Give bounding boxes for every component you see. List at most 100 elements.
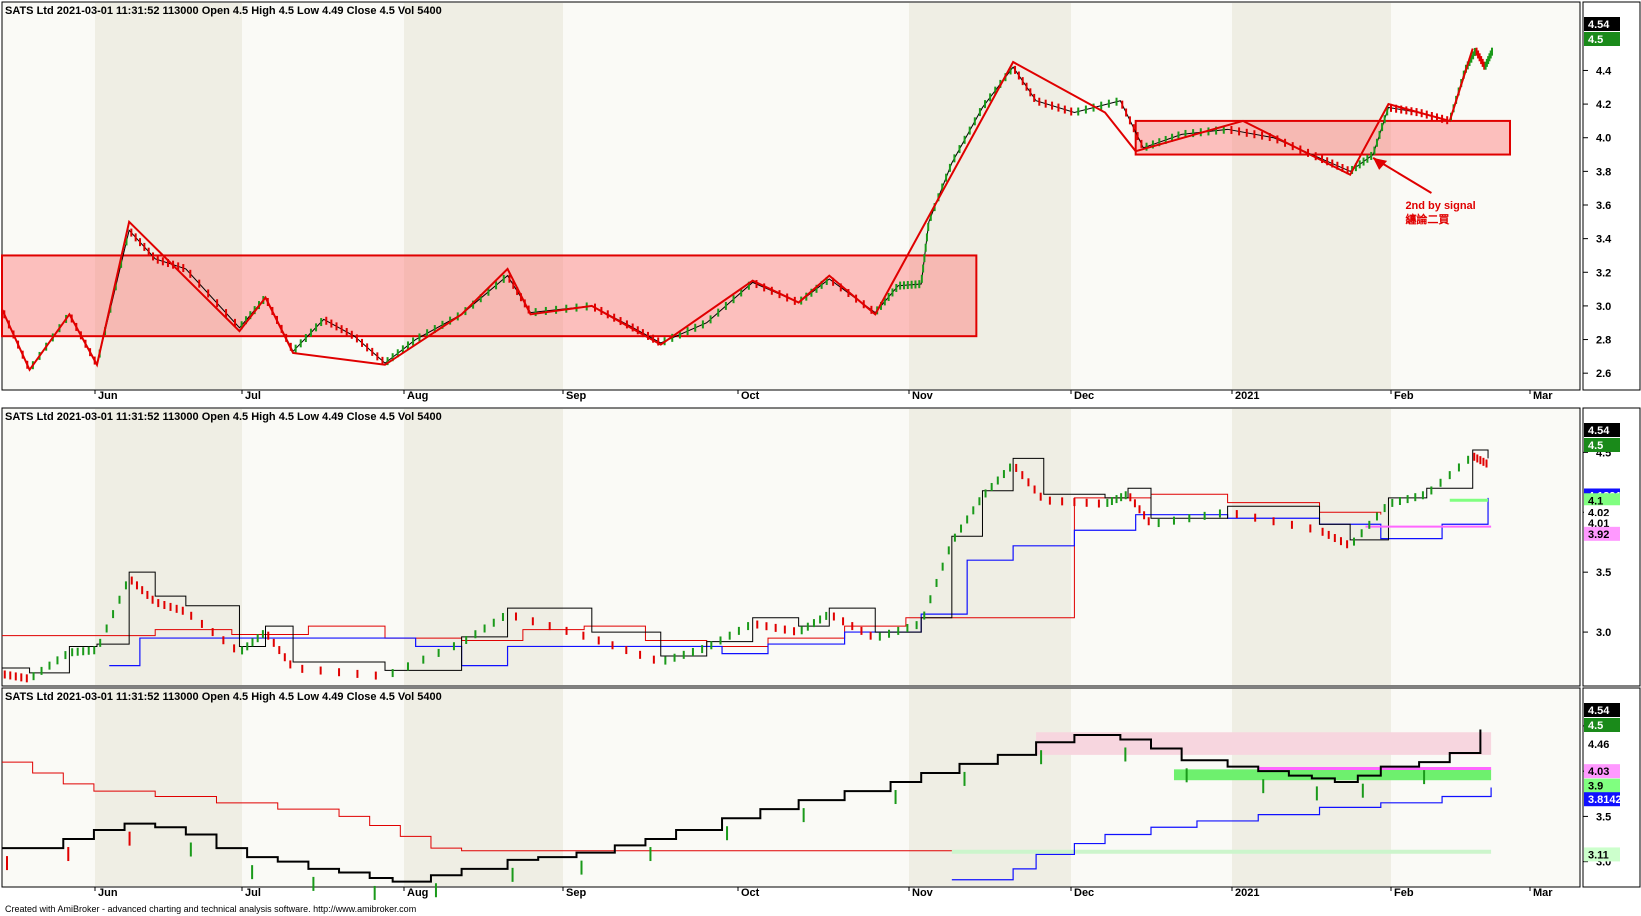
level-tag-bg (1584, 737, 1620, 752)
candle (1120, 493, 1123, 502)
y-tick-label: 2.6 (1596, 368, 1611, 380)
level-tag: 3.92 (1588, 529, 1609, 541)
last-high-tag: 4.54 (1588, 19, 1610, 31)
candle (1361, 783, 1364, 798)
x-tick-label: Jul (245, 887, 261, 899)
candle (289, 660, 292, 669)
candle (719, 636, 722, 645)
last-high-tag: 4.54 (1588, 425, 1610, 437)
price-axis (1582, 1, 1641, 391)
x-tick-label: Oct (741, 887, 760, 899)
candle (978, 497, 981, 506)
level-tag: 3.9 (1588, 781, 1603, 793)
candle (1015, 463, 1018, 472)
annotation-arrowhead (1373, 157, 1388, 170)
candle (511, 867, 514, 882)
last-close-tag-bg (1584, 718, 1620, 732)
candle (1352, 537, 1355, 546)
candle (112, 610, 115, 619)
x-tick-label: Jul (245, 390, 261, 402)
candle (1097, 499, 1100, 508)
x-tick-label: Dec (1074, 390, 1094, 402)
y-tick-label: 3.0 (1596, 627, 1611, 639)
candle (851, 622, 854, 631)
candle (1048, 496, 1051, 505)
candle (664, 656, 667, 665)
candle (1414, 493, 1417, 502)
trend-step-line (2, 729, 1482, 883)
candle (241, 646, 244, 655)
pane-header-text: SATS Ltd 2021-03-01 11:31:52 113000 Open… (5, 411, 442, 423)
candle (1254, 513, 1257, 522)
candle (673, 653, 676, 662)
candle (1430, 486, 1433, 495)
candle (20, 673, 23, 682)
x-tick-label: Mar (1533, 390, 1553, 402)
footer-text: Created with AmiBroker - advanced charti… (5, 904, 416, 914)
candle (963, 771, 966, 786)
candle (682, 650, 685, 659)
candle (492, 618, 495, 627)
candle (582, 631, 585, 640)
last-close-tag: 4.5 (1588, 34, 1603, 46)
candle (1040, 750, 1043, 765)
candle (251, 638, 254, 647)
candle (169, 602, 172, 611)
candle (1315, 786, 1318, 801)
candle (1482, 457, 1485, 466)
candle (869, 631, 872, 640)
candle (941, 562, 944, 571)
level-tag-bg (1584, 847, 1620, 862)
candle (1138, 505, 1141, 514)
candle (825, 611, 828, 620)
candle (996, 476, 999, 485)
candle (802, 808, 805, 823)
zigzag-stroke-line (1, 48, 1474, 372)
candle (211, 628, 214, 637)
level-tag: 4.1 (1588, 495, 1603, 507)
level-tag: 4.03 (1588, 766, 1609, 778)
candle (1262, 779, 1265, 794)
level-tag-bg (1584, 778, 1620, 793)
candle (1309, 524, 1312, 533)
month-shade-band (1232, 409, 1391, 685)
candle (832, 612, 835, 621)
candle (953, 533, 956, 542)
y-tick-label: 3.6 (1596, 200, 1611, 212)
candle (800, 626, 803, 635)
x-tick-label: Sep (566, 390, 586, 402)
candle (1383, 504, 1386, 513)
candle (915, 621, 918, 630)
candle (1147, 517, 1150, 526)
candle (1360, 529, 1363, 538)
candle (860, 626, 863, 635)
candle (135, 581, 138, 590)
candle (1485, 459, 1488, 468)
candle (87, 646, 90, 655)
support-zone (1173, 769, 1492, 781)
candle (1124, 491, 1127, 500)
candle (71, 648, 74, 657)
annotation-text-1: 2nd by signal (1405, 200, 1475, 212)
candle (25, 674, 28, 683)
candle (1391, 498, 1394, 507)
annotation-text-2: 纏論二買 (1405, 212, 1449, 226)
x-tick-label: Feb (1394, 390, 1414, 402)
candle (40, 666, 43, 675)
candle (1085, 498, 1088, 507)
month-shade-band (95, 3, 242, 389)
last-high-tag-bg (1584, 423, 1620, 437)
candle (1333, 534, 1336, 543)
x-tick-label: Jun (98, 390, 118, 402)
candle (437, 648, 440, 657)
y-tick-label: 2.8 (1596, 335, 1611, 347)
y-tick-label: 3.4 (1596, 234, 1612, 246)
candle (373, 885, 376, 900)
candle (1290, 520, 1293, 529)
candle (163, 601, 166, 610)
last-close-tag-bg (1584, 32, 1620, 46)
resistance-zone (1036, 732, 1492, 755)
candle (501, 612, 504, 621)
candle (580, 860, 583, 875)
